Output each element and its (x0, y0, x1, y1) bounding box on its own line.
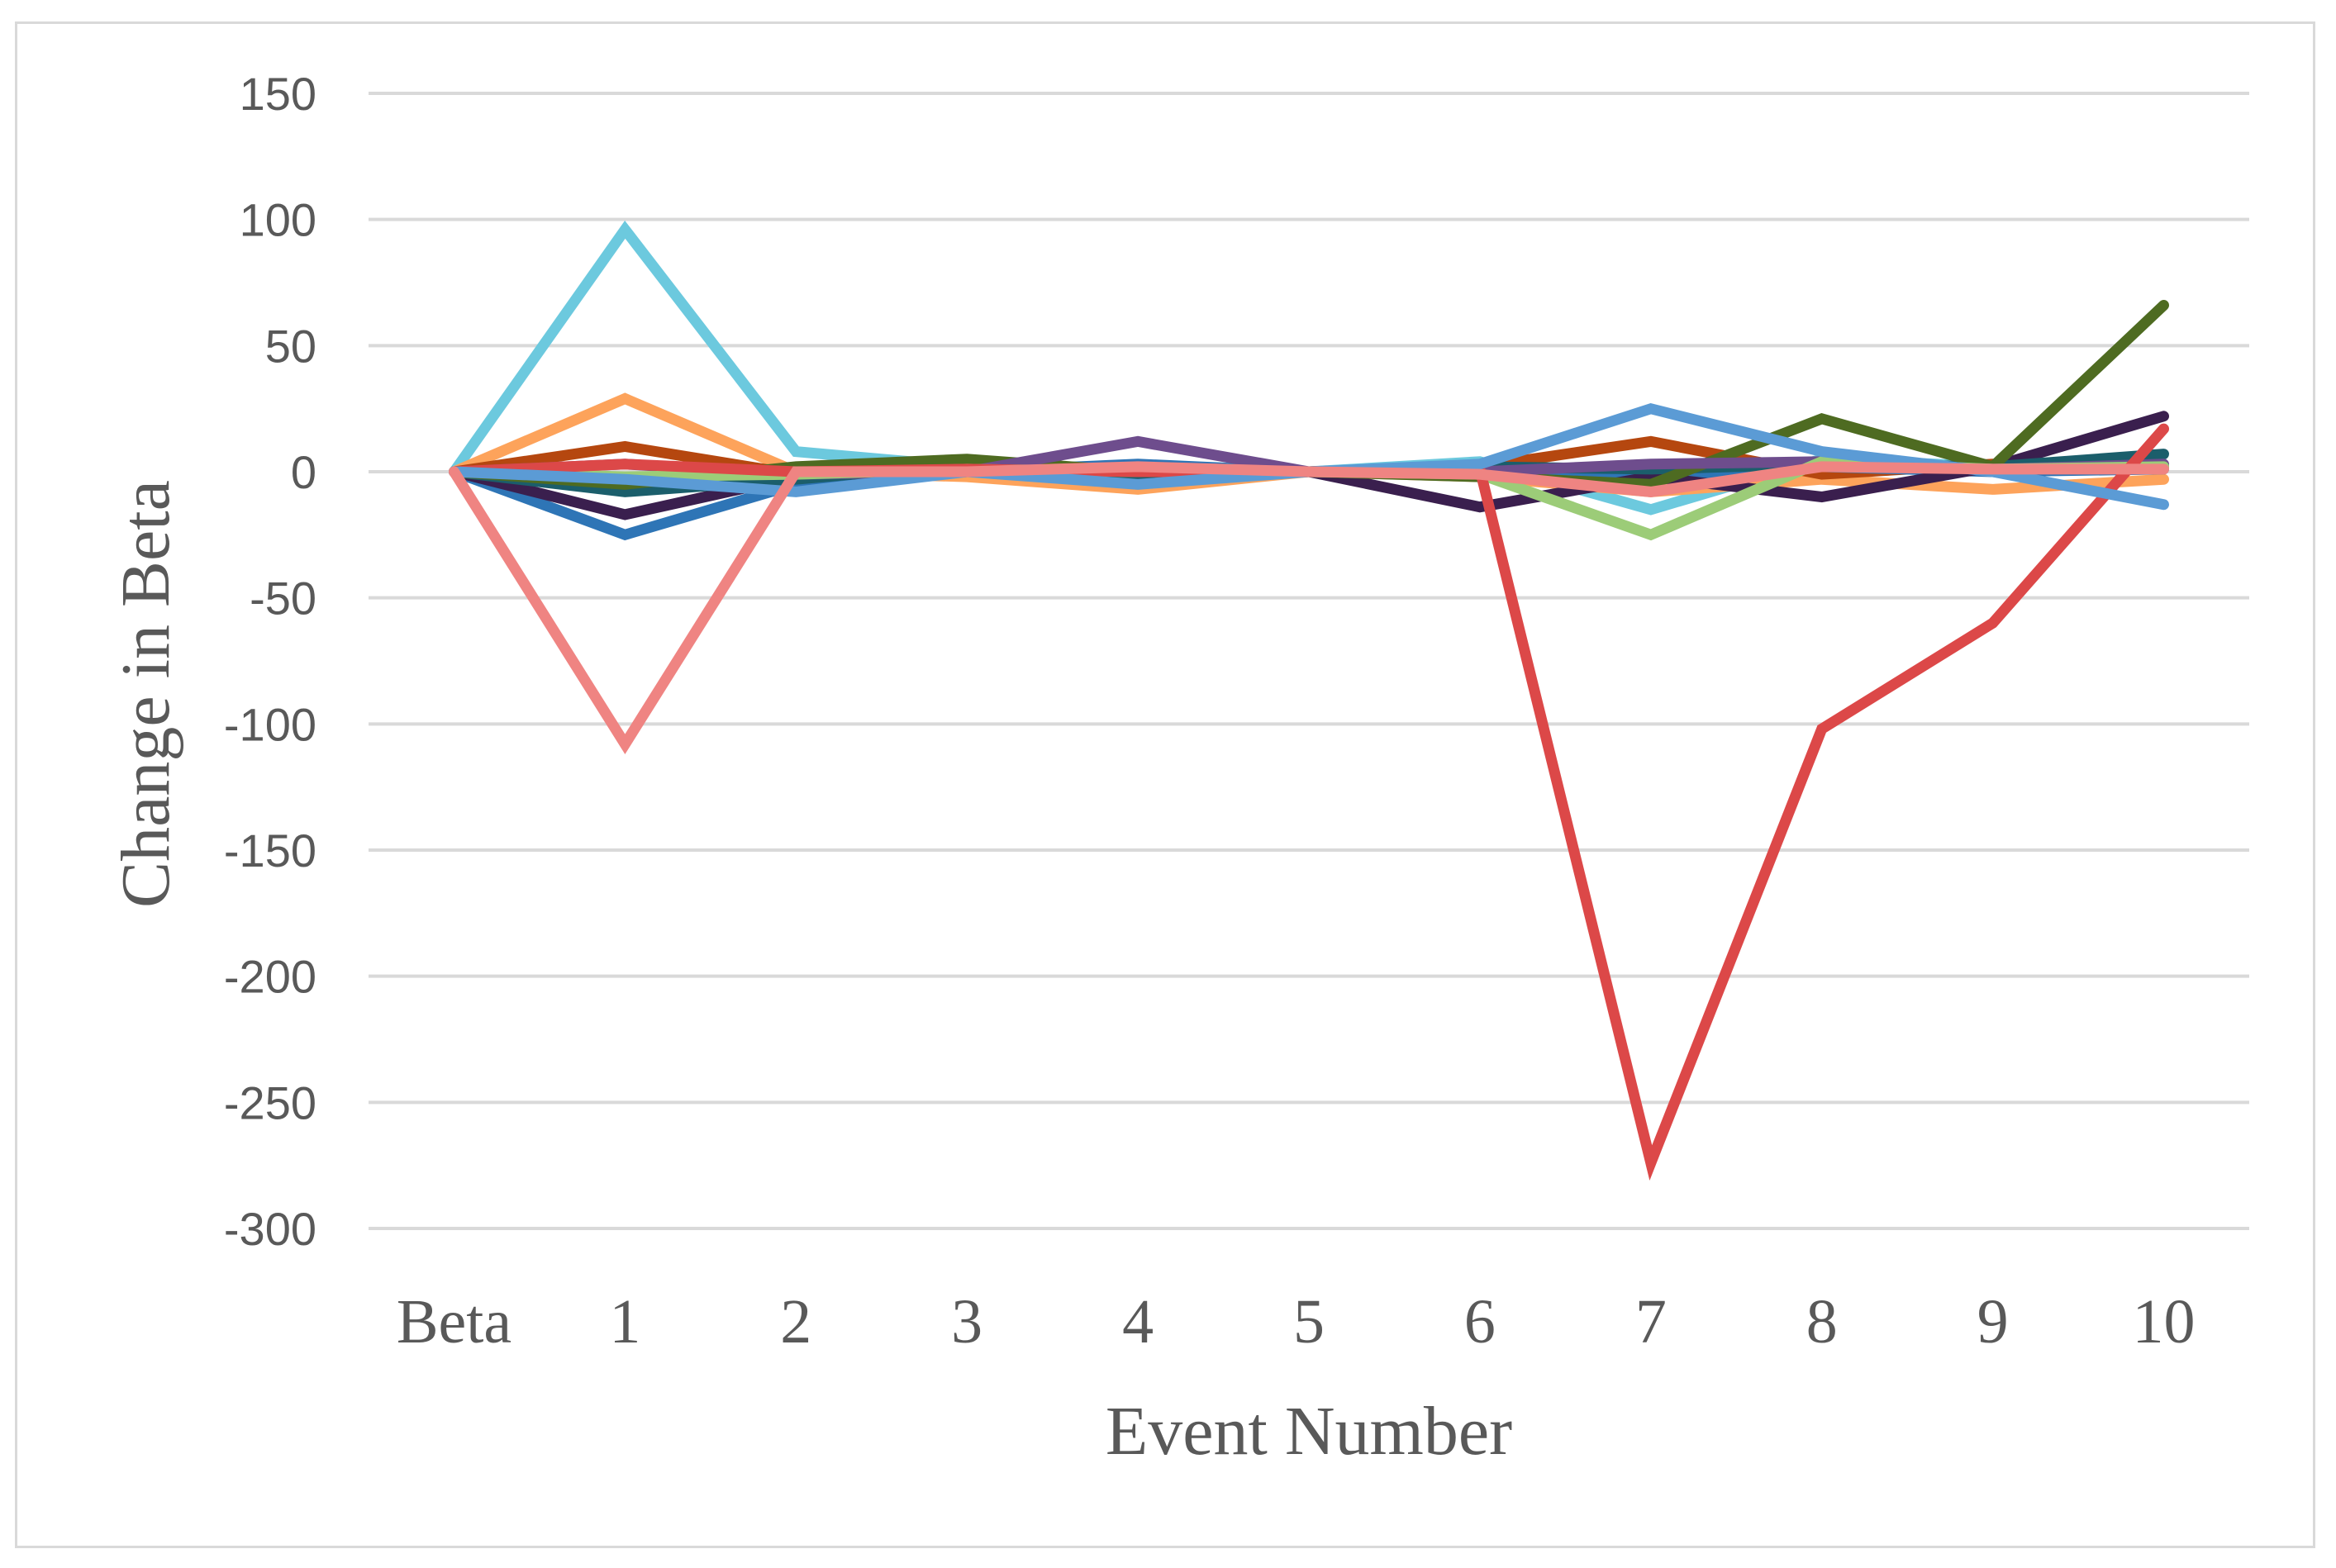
y-tick-label: -300 (224, 1203, 316, 1255)
x-tick-label: 8 (1806, 1287, 1838, 1357)
series-lines (449, 220, 2169, 1181)
y-tick-label: 150 (240, 68, 316, 120)
gridlines (369, 92, 2249, 1230)
x-tick-label: Beta (397, 1287, 511, 1357)
x-axis-ticks: Beta 1 2 3 4 5 6 7 8 9 10 (397, 1287, 2196, 1357)
chart-frame (15, 21, 2315, 1548)
x-tick-label: 3 (951, 1287, 982, 1357)
y-tick-label: -250 (224, 1076, 316, 1128)
x-axis-title: Event Number (1106, 1393, 1512, 1470)
x-tick-label: 5 (1293, 1287, 1325, 1357)
y-tick-label: -150 (224, 824, 316, 877)
series-line-12 (449, 461, 2169, 755)
y-axis-ticks: 150 100 50 0 -50 -100 -150 -200 -250 -300 (224, 68, 316, 1255)
y-tick-label: 100 (240, 194, 316, 246)
series-line-10 (449, 423, 2169, 1181)
x-tick-label: 4 (1122, 1287, 1154, 1357)
x-tick-label: 6 (1464, 1287, 1496, 1357)
x-tick-label: 2 (780, 1287, 811, 1357)
y-tick-label: 50 (265, 320, 316, 372)
y-tick-label: -50 (250, 573, 316, 625)
x-tick-label: 7 (1635, 1287, 1667, 1357)
x-tick-label: 10 (2133, 1287, 2196, 1357)
x-tick-label: 9 (1977, 1287, 2009, 1357)
y-tick-label: -100 (224, 698, 316, 750)
y-tick-label: 0 (291, 446, 316, 498)
y-tick-label: -200 (224, 951, 316, 1003)
y-axis-title: Change in Beta (107, 480, 184, 908)
x-tick-label: 1 (609, 1287, 640, 1357)
